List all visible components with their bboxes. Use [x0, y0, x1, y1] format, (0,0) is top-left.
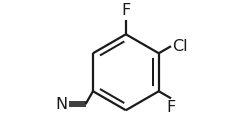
- Text: F: F: [166, 100, 175, 115]
- Text: Cl: Cl: [171, 39, 187, 54]
- Text: F: F: [121, 3, 130, 18]
- Text: N: N: [55, 97, 67, 112]
